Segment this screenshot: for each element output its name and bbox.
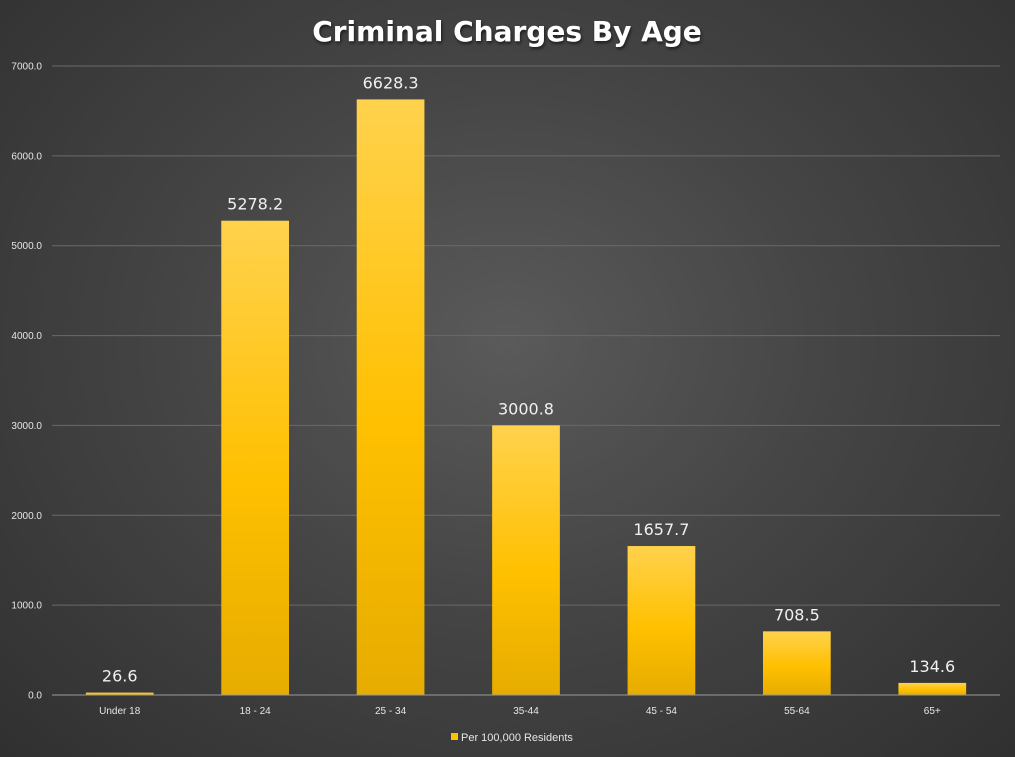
bars xyxy=(85,99,967,695)
y-tick-label: 7000.0 xyxy=(11,62,42,73)
y-axis-ticks: 0.0 1000.0 2000.0 3000.0 4000.0 5000.0 6000.0 7… xyxy=(11,62,42,702)
bar xyxy=(763,631,831,695)
data-label: 1657.7 xyxy=(633,520,689,539)
legend-label: Per 100,000 Residents xyxy=(461,732,573,744)
data-label: 134.6 xyxy=(909,657,955,676)
y-tick-label: 3000.0 xyxy=(11,421,42,432)
bar xyxy=(627,546,696,695)
x-category-label: 65+ xyxy=(924,706,941,717)
x-category-label: 18 - 24 xyxy=(240,706,272,717)
data-label: 5278.2 xyxy=(227,195,283,214)
x-category-label: 25 - 34 xyxy=(375,706,407,717)
bar xyxy=(492,425,560,695)
bar xyxy=(85,692,154,695)
y-tick-label: 6000.0 xyxy=(11,151,42,162)
x-category-label: 45 - 54 xyxy=(646,706,678,717)
chart-title: Criminal Charges By Age xyxy=(312,15,702,48)
data-label: 26.6 xyxy=(102,667,138,686)
legend-swatch xyxy=(451,733,458,740)
x-category-label: 35-44 xyxy=(513,706,539,717)
y-tick-label: 0.0 xyxy=(28,691,42,702)
bar xyxy=(356,99,425,695)
y-tick-label: 2000.0 xyxy=(11,511,42,522)
data-label: 708.5 xyxy=(774,605,820,624)
y-tick-label: 4000.0 xyxy=(11,331,42,342)
y-tick-label: 5000.0 xyxy=(11,241,42,252)
legend: Per 100,000 Residents xyxy=(451,732,573,744)
data-label: 6628.3 xyxy=(363,73,419,92)
data-label: 3000.8 xyxy=(498,399,554,418)
y-tick-label: 1000.0 xyxy=(11,601,42,612)
x-axis-categories: Under 18 18 - 24 25 - 34 35-44 45 - 54 55-64 6… xyxy=(99,706,941,717)
x-category-label: Under 18 xyxy=(99,706,141,717)
bar xyxy=(221,220,289,695)
data-labels: 26.6 5278.2 6628.3 3000.8 1657.7 708.5 134.6 xyxy=(102,73,955,685)
bar xyxy=(898,682,967,695)
x-category-label: 55-64 xyxy=(784,706,810,717)
